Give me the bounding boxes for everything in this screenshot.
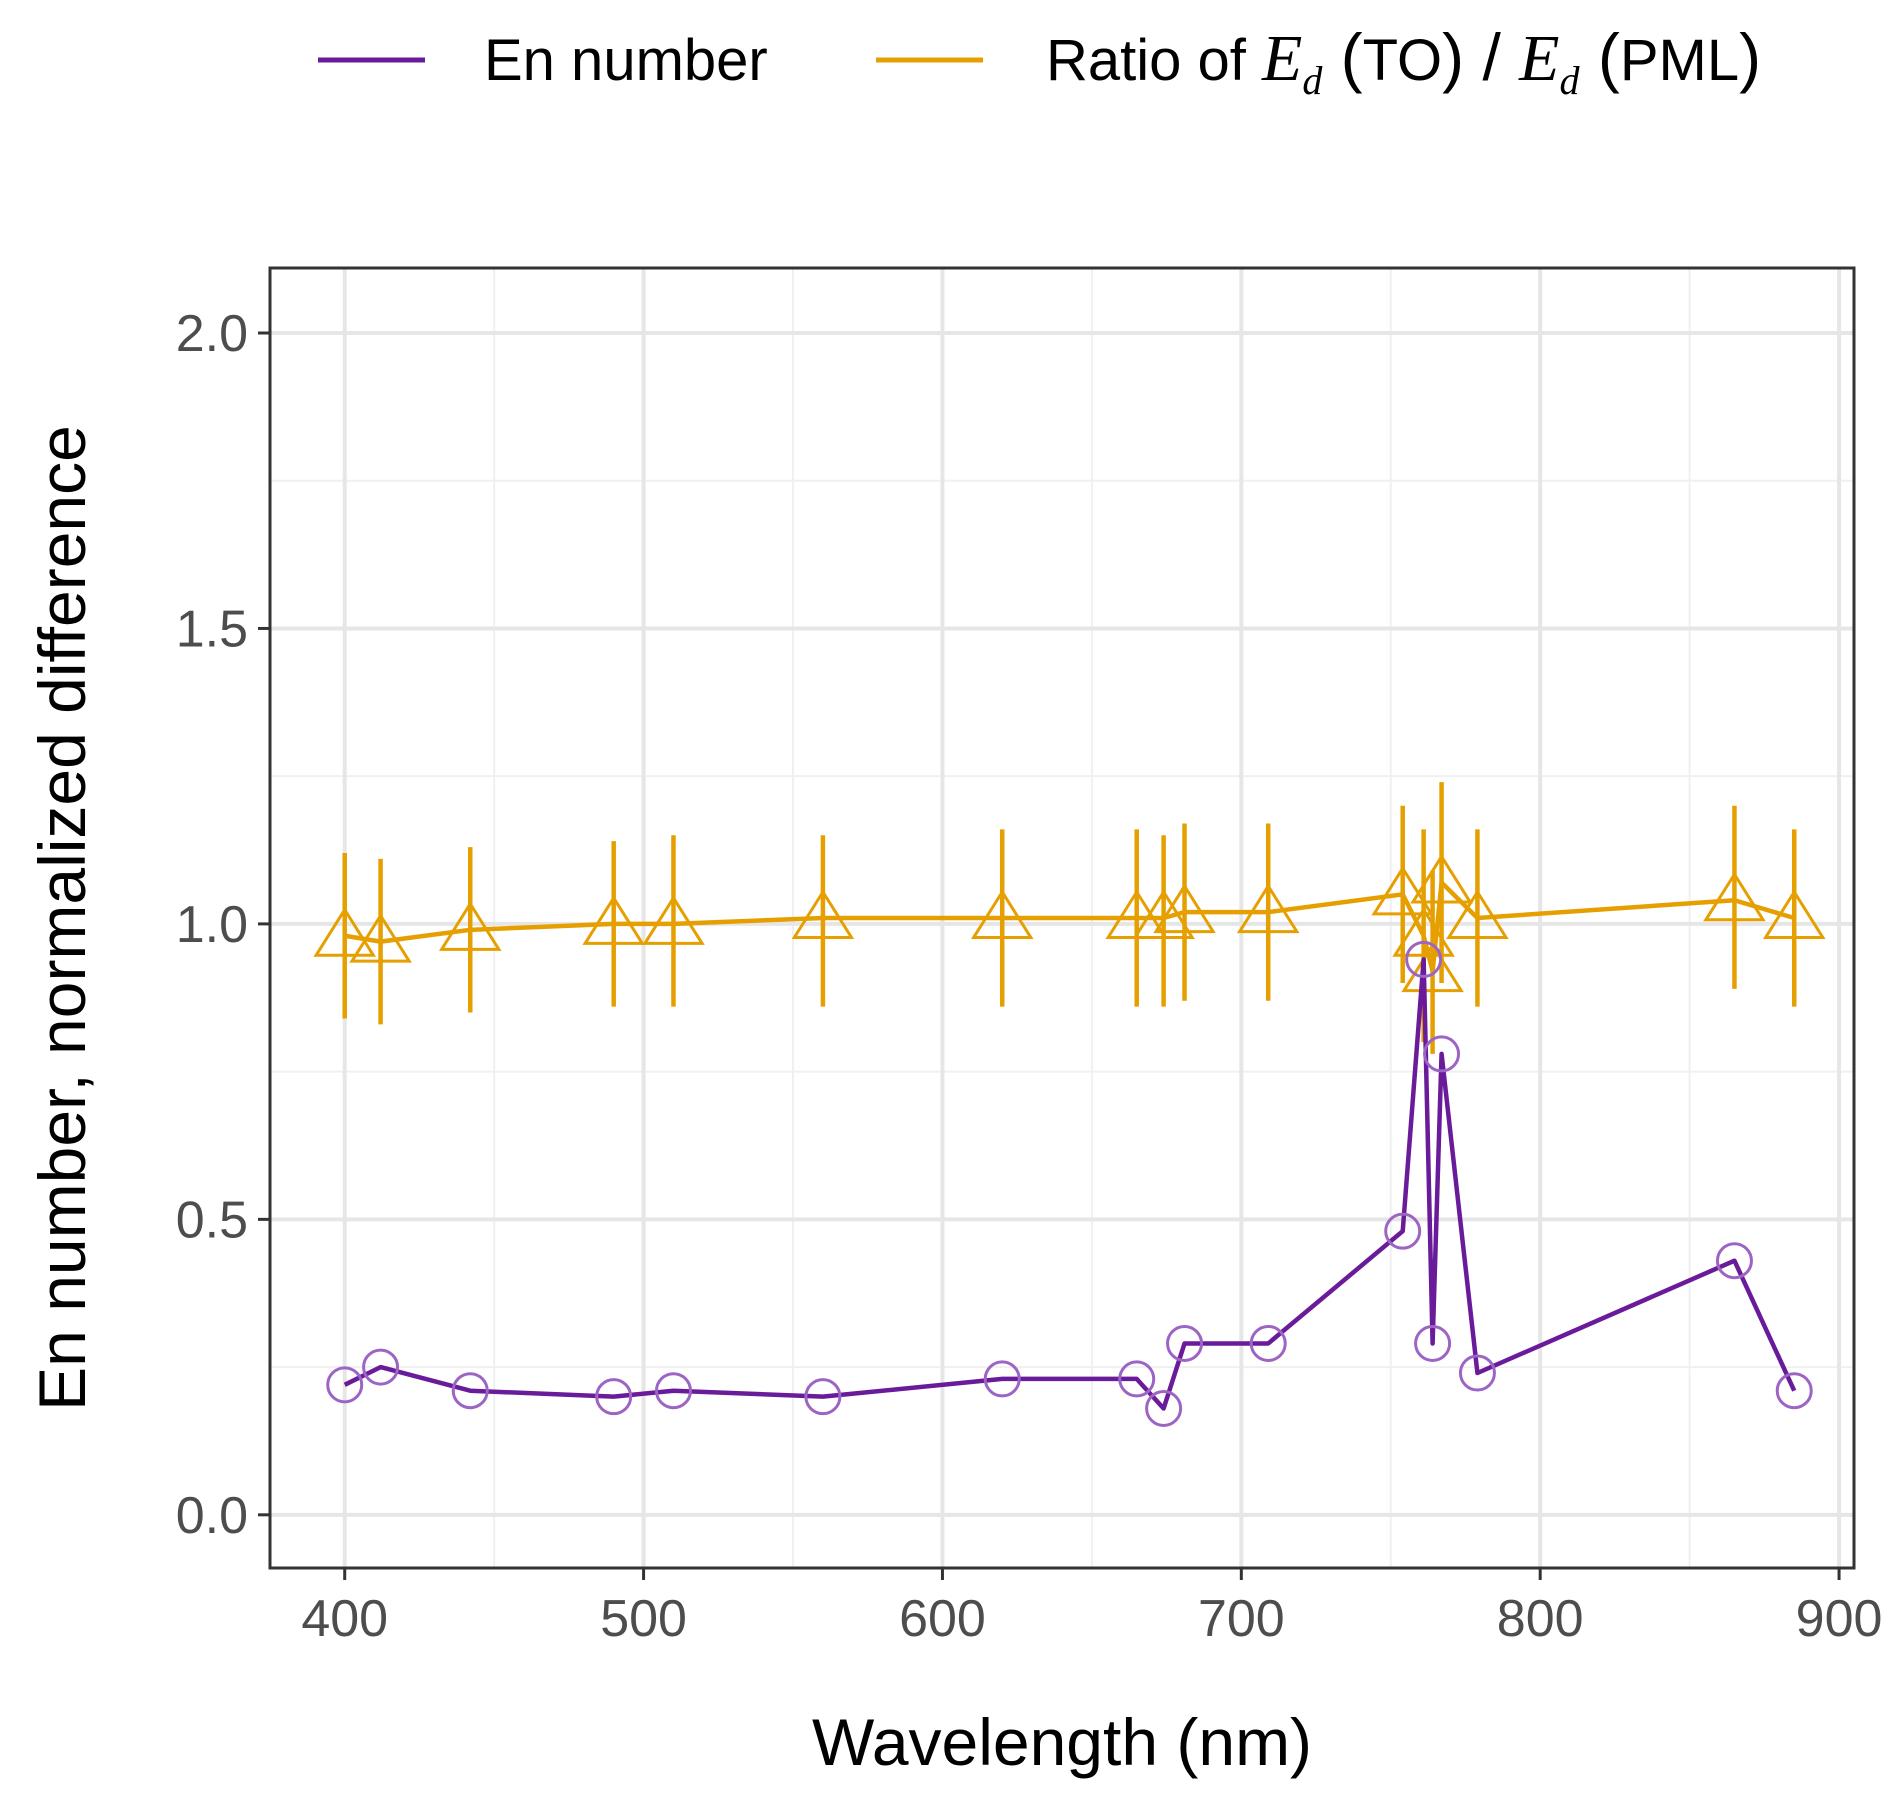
y-axis: 0.0 0.5 1.0 1.5 2.0 [176,305,270,1545]
en-number-point [1414,1324,1452,1362]
ratio-point [642,895,705,945]
x-tick-label: 600 [899,1590,986,1648]
ratio-point [1236,883,1300,934]
en-number-point [1145,1389,1183,1427]
ratio-point [1392,906,1455,957]
en-number-line [343,957,1797,1411]
en-number-point [804,1378,842,1416]
legend-to: TO [1363,28,1443,93]
legend-d1: d [1302,58,1323,103]
legend-close-paren1: ) / [1442,20,1519,94]
ratio-line [344,880,1795,974]
en-number-point [362,1348,400,1386]
en-number-point [1166,1324,1204,1362]
en-number-point [1775,1372,1813,1410]
en-number-point [983,1360,1021,1398]
y-tick-label: 2.0 [176,305,248,363]
legend-ratio-space [1246,28,1262,93]
series-ratio [313,782,1826,1054]
ratio-point [349,912,412,963]
ratio-point [1132,889,1195,939]
legend-d2: d [1560,58,1581,103]
en-number-point [595,1378,633,1416]
en-number-point [1423,1035,1461,1073]
en-number-point [1249,1324,1287,1362]
legend-close-paren2: ) [1739,20,1761,94]
ratio-point [438,900,502,951]
en-number-point [1458,1354,1496,1392]
plot-border [268,266,1856,1570]
series-en-number [326,940,1813,1427]
x-axis: 400 500 600 700 800 900 [301,1568,1882,1648]
ratio-point [1446,889,1509,939]
ratio-point [582,895,646,945]
legend-pml: PML [1620,28,1739,93]
legend-open-paren1: ( [1322,20,1362,94]
legend-label-ratio: Ratio of Ed (TO) / Ed (PML) [1046,20,1761,103]
ratio-point [1371,865,1435,916]
x-tick-label: 500 [600,1590,687,1648]
grid-minor [270,268,1854,1568]
legend: En number Ratio of Ed (TO) / Ed (PML) [318,20,1761,103]
ratio-point [313,906,377,957]
x-tick-label: 400 [301,1590,388,1648]
en-number-point [1384,1212,1422,1250]
ratio-point [1410,853,1473,904]
ratio-point [1153,883,1216,934]
ratio-point [1401,942,1464,993]
ratio-point [1703,871,1766,922]
x-tick-label: 700 [1198,1590,1285,1648]
y-tick-label: 0.0 [176,1487,248,1545]
legend-ratio-prefix: Ratio of [1046,28,1247,93]
en-number-point [326,1366,364,1404]
x-tick-label: 900 [1796,1590,1883,1648]
legend-open-paren2: ( [1580,20,1620,94]
en-number-point [1715,1242,1753,1280]
ratio-point [791,889,855,939]
x-tick-label: 800 [1497,1590,1584,1648]
en-number-point [1405,940,1443,978]
en-number-point [654,1372,692,1410]
ratio-point [970,889,1034,939]
en-number-point [451,1372,489,1410]
y-tick-label: 1.5 [176,600,248,658]
y-tick-label: 1.0 [176,896,248,954]
x-axis-title: Wavelength (nm) [812,1705,1312,1779]
y-axis-title: En number, normalized difference [25,425,99,1411]
legend-label-en-number: En number [484,28,768,93]
legend-e2: E [1518,22,1559,95]
y-tick-label: 0.5 [176,1191,248,1249]
en-number-point [1118,1360,1156,1398]
plot-area [268,266,1856,1570]
legend-e1: E [1261,22,1302,95]
ratio-point [1762,889,1826,939]
